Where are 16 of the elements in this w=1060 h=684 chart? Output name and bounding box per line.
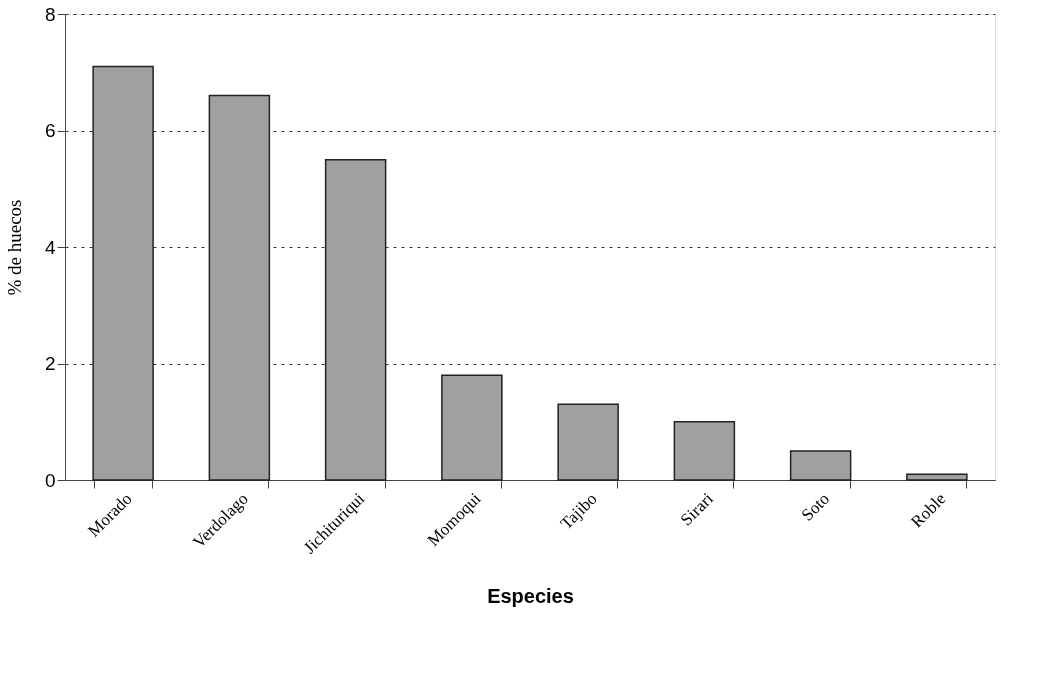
- bar: [441, 374, 503, 481]
- y-tick-label: 6: [44, 120, 56, 141]
- y-axis-title: % de huecos: [3, 199, 25, 296]
- x-axis-title: Especies: [487, 584, 574, 607]
- x-tick-label: Soto: [797, 489, 834, 525]
- bar: [906, 473, 968, 481]
- bar: [557, 403, 619, 481]
- y-tick-label: 8: [44, 3, 56, 25]
- bar: [789, 450, 852, 481]
- y-tick-label: 0: [44, 469, 56, 491]
- bar: [673, 421, 736, 481]
- y-tick-label: 4: [44, 236, 56, 258]
- bar: [324, 158, 387, 481]
- bar: [208, 94, 271, 481]
- y-tick-label: 2: [44, 353, 56, 374]
- bar: [92, 65, 154, 481]
